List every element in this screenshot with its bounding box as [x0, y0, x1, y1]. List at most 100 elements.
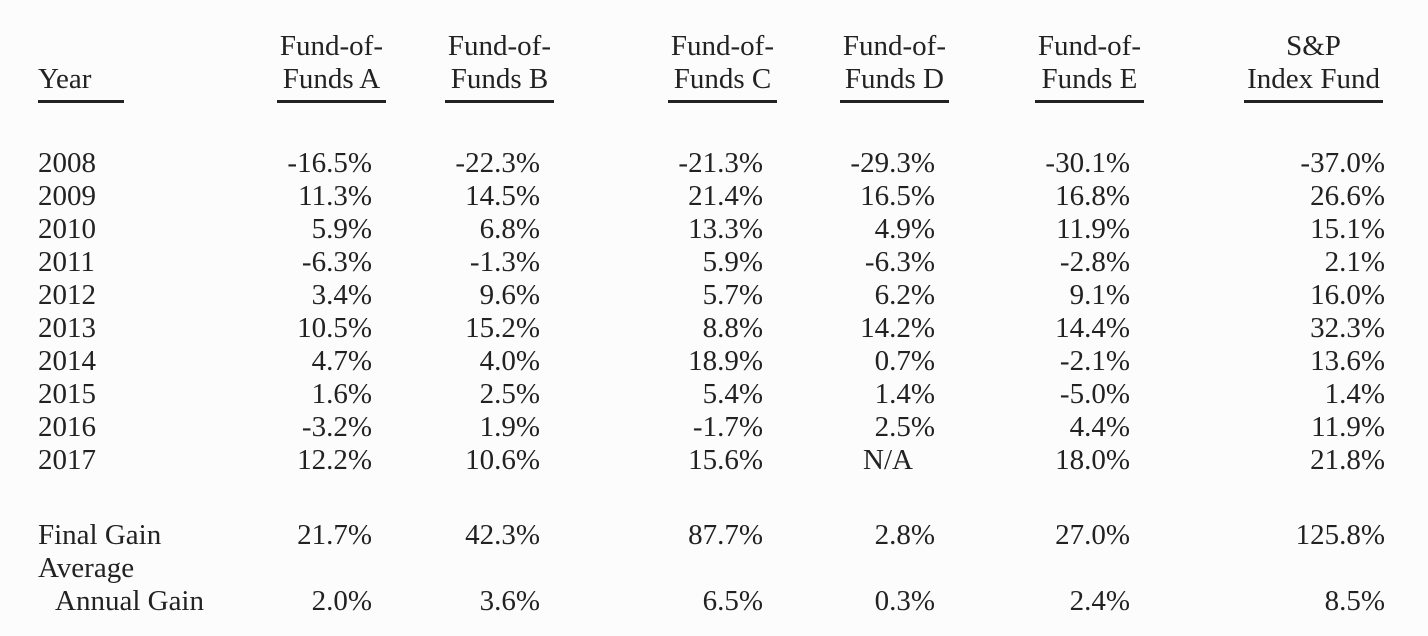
- header-row: Year Fund-of- Funds A Fund-of- Funds B Fun…: [38, 0, 1385, 103]
- value-cell: 16.0%: [1310, 279, 1385, 311]
- year-cell: 2011: [38, 246, 95, 278]
- column-header-fund-c-line2: Funds C: [673, 63, 772, 95]
- value-cell: 18.0%: [1055, 444, 1130, 476]
- value-cell: 2.8%: [874, 519, 935, 551]
- table-row-2017: 2017 12.2% 10.6% 15.6% N/A 18.0% 21.8%: [38, 444, 1385, 477]
- value-cell: 27.0%: [1055, 519, 1130, 551]
- value-cell: -1.3%: [469, 246, 540, 278]
- value-cell: 42.3%: [465, 519, 540, 551]
- value-cell: 15.2%: [465, 312, 540, 344]
- column-header-fund-d-line1: Fund-of-: [842, 30, 946, 62]
- year-cell: 2009: [38, 180, 96, 212]
- value-cell: -16.5%: [287, 147, 372, 179]
- value-cell: 4.4%: [1069, 411, 1130, 443]
- spacer-row: [38, 103, 1385, 147]
- value-cell: 8.8%: [702, 312, 763, 344]
- value-cell: 14.5%: [465, 180, 540, 212]
- value-cell: -21.3%: [678, 147, 763, 179]
- value-cell: -30.1%: [1045, 147, 1130, 179]
- value-cell: 21.7%: [297, 519, 372, 551]
- table-row-2008: 2008 -16.5% -22.3% -21.3% -29.3% -30.1% …: [38, 147, 1385, 180]
- value-cell: 3.6%: [479, 585, 540, 617]
- table-row-2009: 2009 11.3% 14.5% 21.4% 16.5% 16.8% 26.6%: [38, 180, 1385, 213]
- empty-cell: [935, 552, 1130, 585]
- value-cell: 21.8%: [1310, 444, 1385, 476]
- value-cell: 21.4%: [688, 180, 763, 212]
- year-cell: 2015: [38, 378, 96, 410]
- value-cell: 15.1%: [1310, 213, 1385, 245]
- value-cell: 32.3%: [1310, 312, 1385, 344]
- value-cell: 0.7%: [874, 345, 935, 377]
- value-cell: -29.3%: [850, 147, 935, 179]
- spacer-cell: [38, 477, 1385, 519]
- spacer-cell: [38, 103, 1385, 147]
- value-cell: -37.0%: [1300, 147, 1385, 179]
- value-cell: 6.8%: [479, 213, 540, 245]
- empty-cell: [763, 552, 935, 585]
- value-cell: 12.2%: [297, 444, 372, 476]
- empty-cell: [372, 552, 540, 585]
- value-cell: 11.3%: [298, 180, 372, 212]
- column-header-fund-a-line2: Funds A: [282, 63, 381, 95]
- value-cell: 4.9%: [874, 213, 935, 245]
- value-cell: 3.4%: [311, 279, 372, 311]
- value-cell: 1.4%: [1324, 378, 1385, 410]
- year-cell: 2017: [38, 444, 96, 476]
- year-cell: 2014: [38, 345, 96, 377]
- value-cell: 11.9%: [1056, 213, 1130, 245]
- table-row-2010: 2010 5.9% 6.8% 13.3% 4.9% 11.9% 15.1%: [38, 213, 1385, 246]
- value-cell: 16.5%: [860, 180, 935, 212]
- column-header-fund-d-line2: Funds D: [844, 63, 944, 95]
- value-cell: 10.6%: [465, 444, 540, 476]
- value-cell: 15.6%: [688, 444, 763, 476]
- fund-returns-table: Year Fund-of- Funds A Fund-of- Funds B Fun…: [38, 0, 1385, 618]
- value-cell: 87.7%: [688, 519, 763, 551]
- column-header-fund-b-line2: Funds B: [450, 63, 549, 95]
- column-header-fund-b-line1: Fund-of-: [447, 30, 551, 62]
- final-gain-row: Final Gain 21.7% 42.3% 87.7% 2.8% 27.0% …: [38, 519, 1385, 552]
- average-label-row: Average: [38, 552, 1385, 585]
- value-cell: -5.0%: [1059, 378, 1130, 410]
- column-header-fund-e-line1: Fund-of-: [1037, 30, 1141, 62]
- table-row-2014: 2014 4.7% 4.0% 18.9% 0.7% -2.1% 13.6%: [38, 345, 1385, 378]
- column-header-sp-line2: Index Fund: [1247, 63, 1380, 95]
- column-header-fund-d: Fund-of- Funds D: [763, 0, 949, 103]
- empty-cell: [540, 552, 763, 585]
- value-cell: -22.3%: [455, 147, 540, 179]
- value-cell: -3.2%: [301, 411, 372, 443]
- value-cell-na: N/A: [863, 444, 913, 476]
- year-cell: 2008: [38, 147, 96, 179]
- year-cell: 2012: [38, 279, 96, 311]
- table-row-2015: 2015 1.6% 2.5% 5.4% 1.4% -5.0% 1.4%: [38, 378, 1385, 411]
- table-row-2013: 2013 10.5% 15.2% 8.8% 14.2% 14.4% 32.3%: [38, 312, 1385, 345]
- value-cell: 6.5%: [702, 585, 763, 617]
- value-cell: 2.5%: [479, 378, 540, 410]
- value-cell: 5.9%: [311, 213, 372, 245]
- final-gain-label: Final Gain: [38, 519, 162, 551]
- empty-cell: [218, 552, 372, 585]
- value-cell: -2.1%: [1059, 345, 1130, 377]
- value-cell: 14.4%: [1055, 312, 1130, 344]
- value-cell: 6.2%: [874, 279, 935, 311]
- value-cell: -2.8%: [1059, 246, 1130, 278]
- value-cell: 18.9%: [688, 345, 763, 377]
- value-cell: 11.9%: [1311, 411, 1385, 443]
- annual-gain-label: Annual Gain: [55, 585, 204, 617]
- value-cell: 26.6%: [1310, 180, 1385, 212]
- value-cell: 2.4%: [1069, 585, 1130, 617]
- value-cell: 2.0%: [311, 585, 372, 617]
- year-cell: 2013: [38, 312, 96, 344]
- value-cell: 4.0%: [479, 345, 540, 377]
- annual-gain-row: Annual Gain 2.0% 3.6% 6.5% 0.3% 2.4% 8.5…: [38, 585, 1385, 618]
- value-cell: -6.3%: [301, 246, 372, 278]
- value-cell: 13.3%: [688, 213, 763, 245]
- column-header-fund-c-line1: Fund-of-: [670, 30, 774, 62]
- value-cell: -6.3%: [864, 246, 935, 278]
- value-cell: 0.3%: [874, 585, 935, 617]
- value-cell: 1.4%: [874, 378, 935, 410]
- spacer-row: [38, 477, 1385, 519]
- value-cell: 5.7%: [702, 279, 763, 311]
- column-header-fund-e: Fund-of- Funds E: [935, 0, 1144, 103]
- value-cell: -1.7%: [692, 411, 763, 443]
